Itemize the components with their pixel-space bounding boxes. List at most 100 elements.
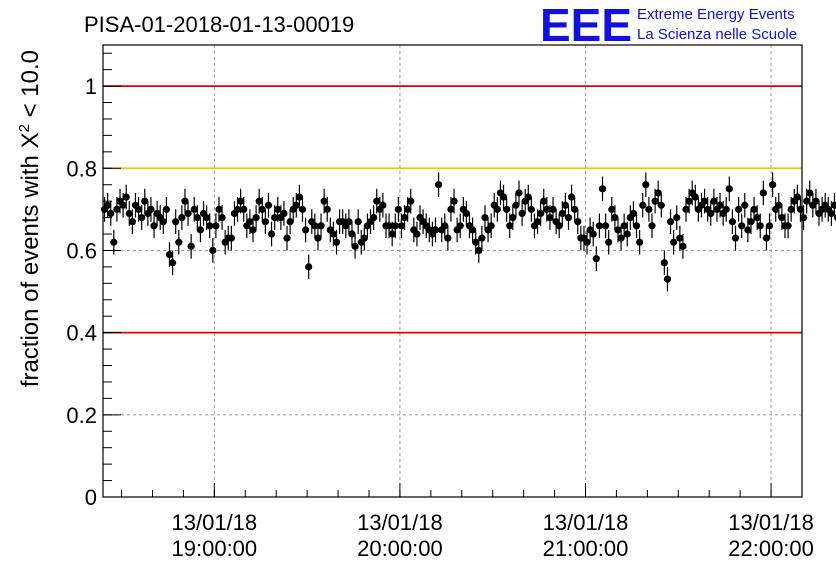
data-marker [394,205,402,213]
y-tick-label: 0.6 [66,238,97,263]
data-point [648,213,656,239]
data-marker [598,185,607,193]
data-marker [283,234,291,242]
data-point [617,225,625,251]
data-marker [246,218,254,226]
data-point [806,180,814,206]
data-marker [614,226,622,234]
data-point [725,176,733,202]
data-marker [391,222,399,230]
data-point [527,197,535,222]
data-marker [651,197,659,205]
data-marker [830,201,836,209]
data-marker [370,213,378,222]
data-point [660,250,668,276]
data-point [267,221,276,247]
data-marker [738,222,746,230]
reference-lines [103,85,802,334]
data-point [728,209,737,235]
data-marker [574,218,582,226]
data-marker [206,222,214,230]
data-marker [676,234,684,242]
data-point [512,192,520,218]
data-marker [404,205,412,213]
data-marker [400,213,409,222]
data-marker [237,197,245,205]
data-point [264,192,273,218]
data-point [799,205,808,230]
data-marker [623,230,631,238]
data-marker [162,205,171,213]
data-marker [218,213,226,222]
data-point [833,214,836,221]
data-point [741,192,749,218]
data-marker [373,197,381,205]
data-marker [168,259,177,267]
data-point [252,205,260,230]
data-point [784,213,792,239]
data-point [240,197,248,222]
data-marker [190,205,198,213]
data-marker [533,218,542,226]
data-marker [317,222,325,230]
data-marker [280,209,288,218]
data-marker [271,213,279,222]
data-marker [255,197,263,205]
data-point [345,209,353,235]
data-point [756,213,764,239]
data-point [196,217,205,243]
data-point [762,225,771,251]
data-point [679,234,687,259]
data-marker [138,213,146,222]
data-point [549,197,557,222]
data-marker [184,209,192,218]
data-point [738,213,746,239]
data-point [475,238,483,263]
data-point [162,197,171,222]
data-marker [233,205,242,213]
data-point [218,205,226,230]
data-point [159,209,167,235]
plot-frame [102,44,803,498]
data-point [595,213,604,239]
data-point [348,221,356,247]
data-point [564,205,573,230]
data-marker [806,189,814,197]
data-marker [546,213,554,222]
data-marker [385,222,393,230]
data-point [691,184,699,210]
data-marker [642,181,650,189]
data-point [731,225,740,251]
data-marker [431,226,440,234]
data-marker [141,197,149,205]
data-marker [487,222,495,230]
logo-line-1: Extreme Energy Events [637,6,795,23]
data-marker [150,222,158,230]
data-marker [469,226,477,234]
data-point [172,209,180,235]
data-marker [527,205,535,213]
data-marker [172,218,180,226]
data-marker [187,242,195,250]
data-point [481,205,489,230]
data-marker [660,259,668,267]
data-marker [360,234,368,242]
data-point [227,225,235,251]
data-marker [292,201,300,209]
data-point [332,229,341,255]
data-point [759,180,767,206]
data-marker [691,193,699,201]
eee-logo: EEE Extreme Energy Events La Scienza nel… [540,0,797,51]
data-point [636,229,644,255]
data-marker [181,197,189,205]
data-point [286,209,294,235]
data-marker [685,197,693,205]
data-marker [666,218,675,226]
logo-line-2: La Scienza nelle Scuole [637,26,797,43]
x-tick-time: 20:00:00 [357,536,443,561]
data-point [311,213,319,239]
data-marker [787,205,795,213]
data-marker [215,205,223,213]
data-marker [348,230,356,238]
data-marker [632,222,641,230]
